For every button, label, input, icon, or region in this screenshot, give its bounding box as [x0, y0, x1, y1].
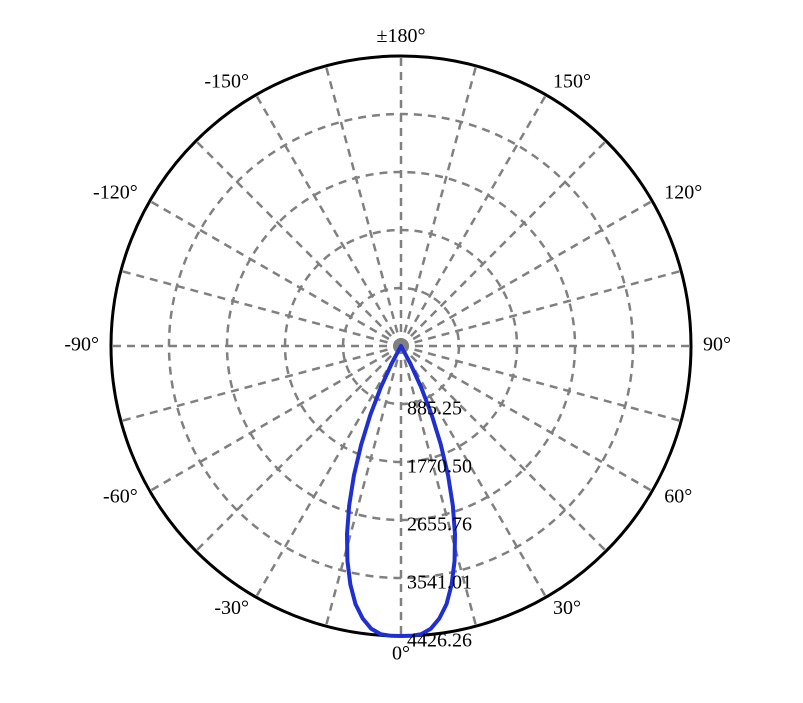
- angle-label: 90°: [703, 334, 731, 356]
- polar-chart: ±180°150°120°90°60°30°0°-30°-60°-90°-120…: [0, 0, 803, 703]
- radial-label: 3541.01: [407, 572, 472, 594]
- angle-label: 150°: [553, 70, 591, 92]
- angle-label: -30°: [214, 597, 249, 619]
- radial-label: 1770.50: [407, 456, 472, 478]
- angle-label: 60°: [664, 486, 692, 508]
- angle-label: 30°: [553, 597, 581, 619]
- angle-label: -90°: [64, 334, 99, 356]
- radial-label: 885.25: [407, 398, 462, 420]
- radial-label: 2655.76: [407, 514, 472, 536]
- angle-label: ±180°: [377, 25, 426, 47]
- angle-label: -150°: [204, 70, 249, 92]
- angle-label: 120°: [664, 182, 702, 204]
- angle-label: -60°: [103, 486, 138, 508]
- angle-label: -120°: [93, 182, 138, 204]
- radial-label: 4426.26: [407, 630, 472, 652]
